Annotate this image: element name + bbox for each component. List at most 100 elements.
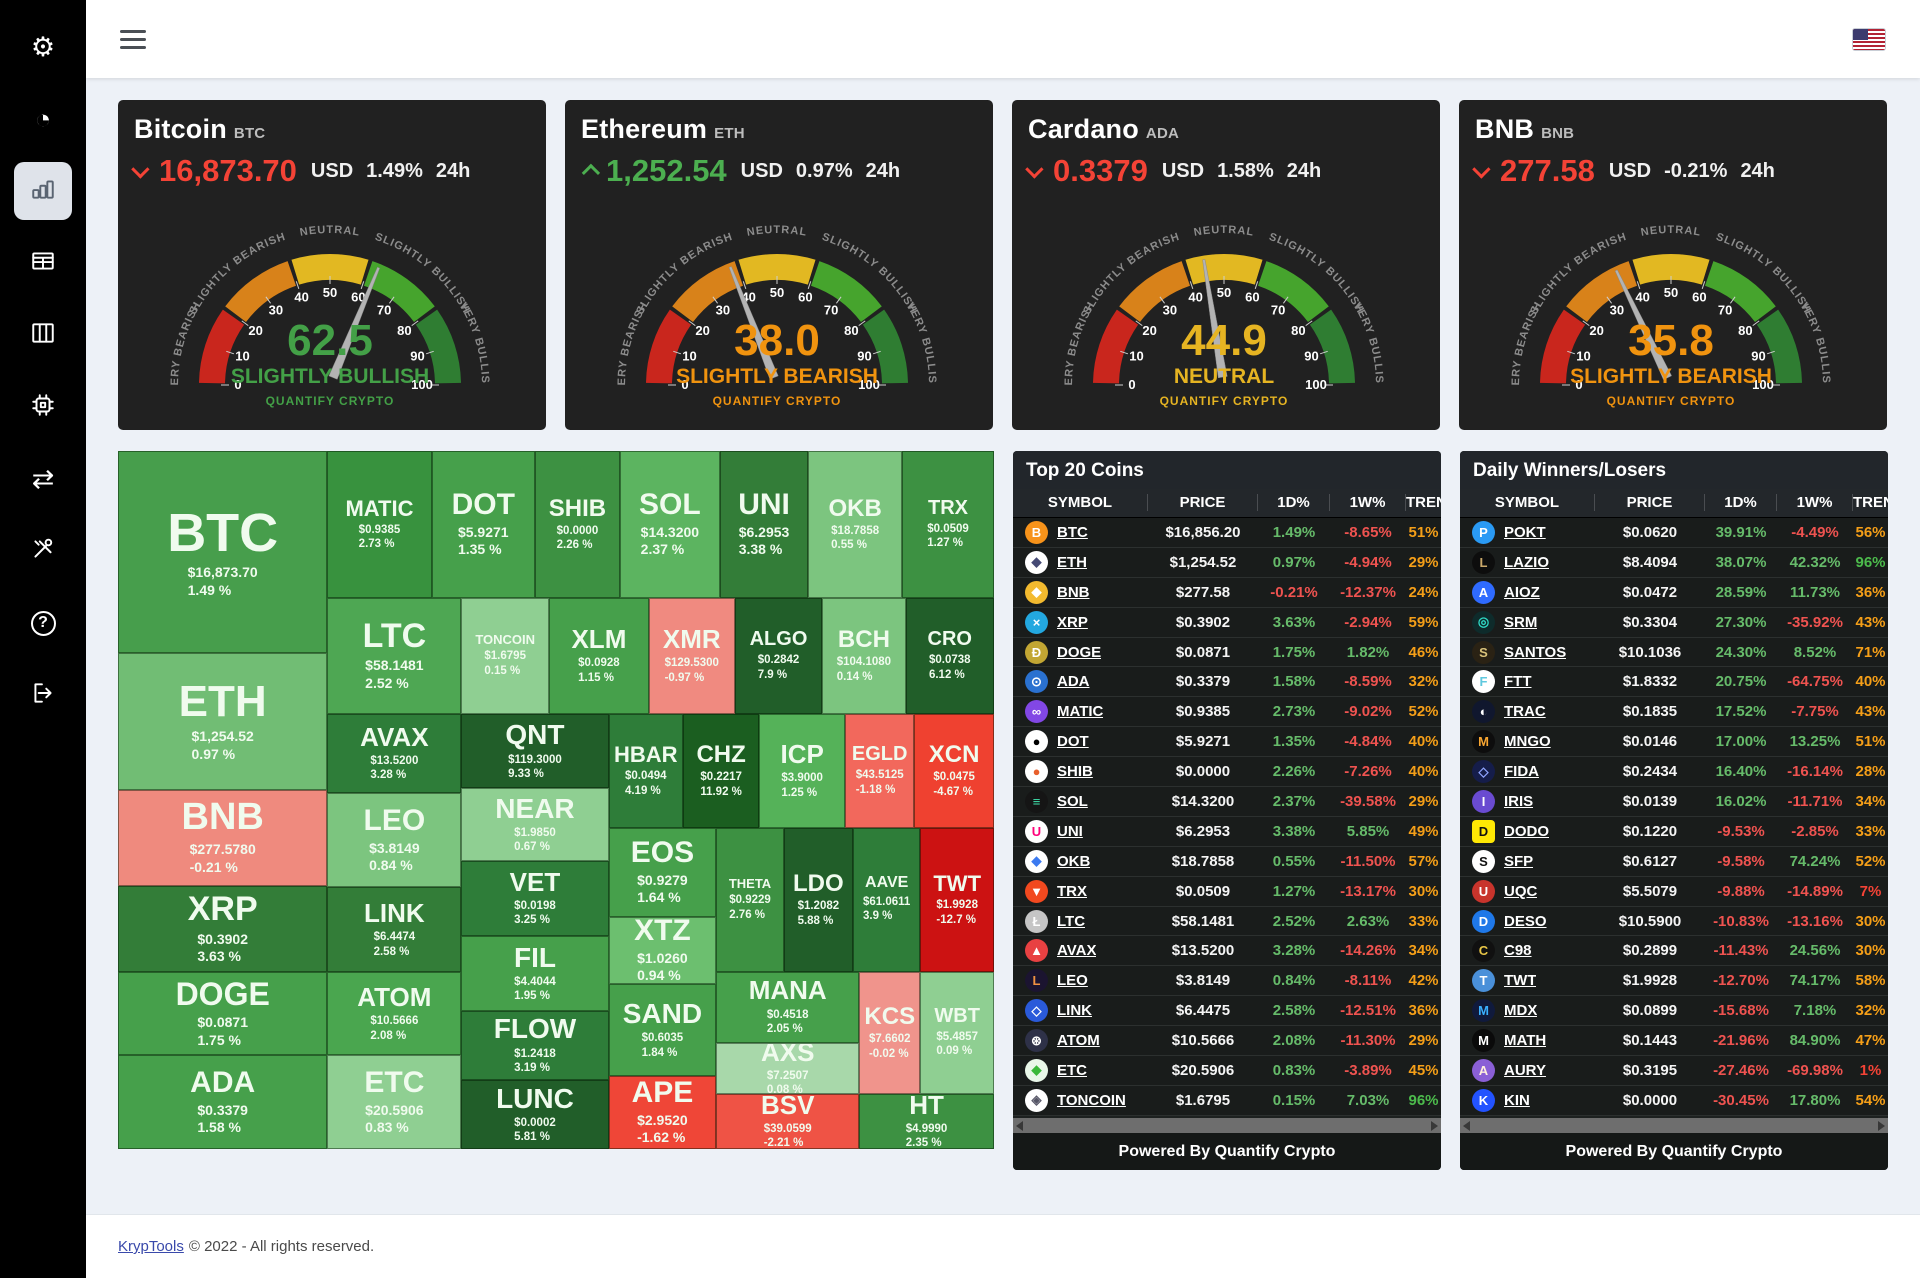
table-row-ltc[interactable]: Ł LTC $58.1481 2.52% 2.63% 33% — [1013, 906, 1441, 937]
treemap-tile-ldo[interactable]: LDO $1.2082 5.88 % — [783, 827, 853, 972]
table-row-srm[interactable]: ◎ SRM $0.3304 27.30% -35.92% 43% — [1460, 607, 1888, 638]
treemap-tile-sol[interactable]: SOL $14.3200 2.37 % — [619, 451, 720, 598]
treemap-tile-algo[interactable]: ALGO $0.2842 7.9 % — [734, 597, 823, 715]
kryptools-link[interactable]: KrypTools — [118, 1238, 184, 1255]
table-row-iris[interactable]: I IRIS $0.0139 16.02% -11.71% 34% — [1460, 787, 1888, 817]
coin-symbol-link[interactable]: POKT — [1504, 523, 1546, 541]
coin-symbol-link[interactable]: SFP — [1504, 852, 1534, 870]
treemap-tile-lunc[interactable]: LUNC $0.0002 5.81 % — [461, 1079, 609, 1149]
table-row-leo[interactable]: L LEO $3.8149 0.84% -8.11% 42% — [1013, 966, 1441, 997]
treemap-tile-vet[interactable]: VET $0.0198 3.25 % — [461, 860, 609, 937]
coin-symbol-link[interactable]: TRAC — [1504, 703, 1546, 721]
coin-symbol-link[interactable]: ADA — [1057, 673, 1090, 691]
treemap-tile-uni[interactable]: UNI $6.2953 3.38 % — [719, 451, 809, 598]
treemap-tile-avax[interactable]: AVAX $13.5200 3.28 % — [327, 714, 462, 793]
coin-symbol-link[interactable]: LTC — [1057, 912, 1086, 930]
treemap-tile-sand[interactable]: SAND $0.6035 1.84 % — [608, 983, 717, 1076]
sidebar-item-help[interactable]: ? — [14, 594, 72, 652]
table-row-aioz[interactable]: A AIOZ $0.0472 28.59% 11.73% 36% — [1460, 577, 1888, 608]
treemap-tile-toncoin[interactable]: TONCOIN $1.6795 0.15 % — [461, 597, 549, 715]
table-row-bnb[interactable]: ◆ BNB $277.58 -0.21% -12.37% 24% — [1013, 577, 1441, 608]
coin-symbol-link[interactable]: C98 — [1504, 942, 1532, 960]
treemap-tile-link[interactable]: LINK $6.4474 2.58 % — [327, 887, 462, 973]
table-row-etc[interactable]: ◆ ETC $20.5906 0.83% -3.89% 45% — [1013, 1056, 1441, 1086]
treemap-tile-atom[interactable]: ATOM $10.5666 2.08 % — [327, 972, 462, 1056]
treemap-tile-theta[interactable]: THETA $0.9229 2.76 % — [716, 827, 784, 972]
treemap-tile-xrp[interactable]: XRP $0.3902 3.63 % — [118, 885, 328, 973]
treemap-tile-etc[interactable]: ETC $20.5906 0.83 % — [327, 1055, 462, 1149]
scroll-left-arrow-icon[interactable] — [1463, 1120, 1470, 1131]
treemap-tile-aave[interactable]: AAVE $61.0611 3.9 % — [852, 827, 921, 972]
coin-symbol-link[interactable]: MNGO — [1504, 733, 1551, 751]
coin-symbol-link[interactable]: ETH — [1057, 553, 1087, 571]
table-row-mngo[interactable]: M MNGO $0.0146 17.00% 13.25% 51% — [1460, 727, 1888, 758]
treemap-tile-doge[interactable]: DOGE $0.0871 1.75 % — [118, 972, 328, 1056]
coin-symbol-link[interactable]: ETC — [1057, 1061, 1087, 1079]
treemap-tile-hbar[interactable]: HBAR $0.0494 4.19 % — [608, 714, 683, 828]
treemap-tile-ltc[interactable]: LTC $58.1481 2.52 % — [327, 597, 462, 715]
hamburger-menu-button[interactable] — [120, 29, 146, 49]
treemap-tile-axs[interactable]: AXS $7.2507 0.08 % — [716, 1042, 860, 1094]
treemap-tile-trx[interactable]: TRX $0.0509 1.27 % — [902, 451, 994, 598]
table-row-twt[interactable]: T TWT $1.9928 -12.70% 74.17% 58% — [1460, 966, 1888, 997]
treemap-tile-fil[interactable]: FIL $4.4044 1.95 % — [461, 936, 609, 1011]
sidebar-item-pie-chart[interactable]: ◔ — [14, 90, 72, 148]
horizontal-scrollbar[interactable] — [1013, 1118, 1441, 1133]
coin-symbol-link[interactable]: MATH — [1504, 1032, 1547, 1050]
treemap-tile-kcs[interactable]: KCS $7.6602 -0.02 % — [859, 971, 921, 1094]
scroll-right-arrow-icon[interactable] — [1431, 1120, 1438, 1131]
table-row-dot[interactable]: ● DOT $5.9271 1.35% -4.84% 40% — [1013, 727, 1441, 758]
table-row-btc[interactable]: B BTC $16,856.20 1.49% -8.65% 51% — [1013, 518, 1441, 548]
coin-symbol-link[interactable]: UNI — [1057, 822, 1083, 840]
treemap-tile-bsv[interactable]: BSV $39.0599 -2.21 % — [716, 1093, 860, 1149]
coin-symbol-link[interactable]: ATOM — [1057, 1032, 1100, 1050]
table-row-avax[interactable]: ▲ AVAX $13.5200 3.28% -14.26% 34% — [1013, 936, 1441, 967]
table-row-uqc[interactable]: U UQC $5.5079 -9.88% -14.89% 7% — [1460, 876, 1888, 907]
treemap-tile-xcn[interactable]: XCN $0.0475 -4.67 % — [914, 714, 994, 828]
sidebar-item-logout[interactable] — [14, 666, 72, 724]
treemap-tile-ada[interactable]: ADA $0.3379 1.58 % — [118, 1055, 328, 1149]
sidebar-item-chip[interactable] — [14, 378, 72, 436]
table-row-xrp[interactable]: × XRP $0.3902 3.63% -2.94% 59% — [1013, 607, 1441, 638]
table-row-santos[interactable]: S SANTOS $10.1036 24.30% 8.52% 71% — [1460, 637, 1888, 668]
table-row-trac[interactable]: ◐ TRAC $0.1835 17.52% -7.75% 43% — [1460, 697, 1888, 728]
treemap-tile-bch[interactable]: BCH $104.1080 0.14 % — [822, 597, 906, 715]
treemap-tile-okb[interactable]: OKB $18.7858 0.55 % — [808, 451, 902, 598]
table-row-kin[interactable]: K KIN $0.0000 -30.45% 17.80% 54% — [1460, 1085, 1888, 1116]
table-row-okb[interactable]: ◆ OKB $18.7858 0.55% -11.50% 57% — [1013, 846, 1441, 877]
table-row-shib[interactable]: ● SHIB $0.0000 2.26% -7.26% 40% — [1013, 757, 1441, 788]
coin-symbol-link[interactable]: TONCOIN — [1057, 1091, 1126, 1109]
table-row-fida[interactable]: ◇ FIDA $0.2434 16.40% -16.14% 28% — [1460, 757, 1888, 788]
coin-symbol-link[interactable]: XRP — [1057, 613, 1088, 631]
coin-symbol-link[interactable]: SANTOS — [1504, 643, 1567, 661]
table-row-deso[interactable]: D DESO $10.5900 -10.83% -13.16% 30% — [1460, 906, 1888, 937]
table-row-matic[interactable]: ∞ MATIC $0.9385 2.73% -9.02% 52% — [1013, 697, 1441, 728]
coin-symbol-link[interactable]: LINK — [1057, 1002, 1092, 1020]
coin-symbol-link[interactable]: DESO — [1504, 912, 1547, 930]
us-flag-language-button[interactable] — [1852, 27, 1886, 51]
coin-symbol-link[interactable]: DOT — [1057, 733, 1089, 751]
coin-symbol-link[interactable]: AIOZ — [1504, 583, 1540, 601]
treemap-tile-mana[interactable]: MANA $0.4518 2.05 % — [716, 971, 860, 1043]
coin-symbol-link[interactable]: SOL — [1057, 792, 1088, 810]
treemap-tile-xlm[interactable]: XLM $0.0928 1.15 % — [548, 597, 649, 715]
table-row-c98[interactable]: C C98 $0.2899 -11.43% 24.56% 30% — [1460, 936, 1888, 967]
treemap-tile-ht[interactable]: HT $4.9990 2.35 % — [859, 1093, 994, 1149]
coin-symbol-link[interactable]: SHIB — [1057, 763, 1093, 781]
coin-symbol-link[interactable]: TRX — [1057, 882, 1087, 900]
table-row-uni[interactable]: U UNI $6.2953 3.38% 5.85% 49% — [1013, 816, 1441, 847]
sidebar-item-tools[interactable] — [14, 522, 72, 580]
sidebar-item-news-table[interactable] — [14, 234, 72, 292]
table-row-doge[interactable]: Ð DOGE $0.0871 1.75% 1.82% 46% — [1013, 637, 1441, 668]
coin-symbol-link[interactable]: MATIC — [1057, 703, 1104, 721]
coin-symbol-link[interactable]: FIDA — [1504, 763, 1539, 781]
treemap-tile-leo[interactable]: LEO $3.8149 0.84 % — [327, 793, 462, 888]
treemap-tile-eth[interactable]: ETH $1,254.52 0.97 % — [118, 653, 328, 790]
coin-symbol-link[interactable]: DODO — [1504, 822, 1549, 840]
treemap-tile-icp[interactable]: ICP $3.9000 1.25 % — [759, 714, 846, 828]
coin-symbol-link[interactable]: LAZIO — [1504, 553, 1549, 571]
sidebar-item-bar-chart[interactable] — [14, 162, 72, 220]
treemap-tile-flow[interactable]: FLOW $1.2418 3.19 % — [461, 1010, 609, 1080]
coin-symbol-link[interactable]: FTT — [1504, 673, 1532, 691]
table-row-atom[interactable]: ⊛ ATOM $10.5666 2.08% -11.30% 29% — [1013, 1026, 1441, 1057]
